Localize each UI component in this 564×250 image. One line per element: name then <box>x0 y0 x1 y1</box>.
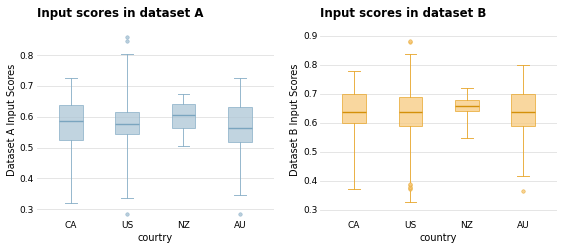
Text: Input scores in dataset A: Input scores in dataset A <box>37 7 204 20</box>
Y-axis label: Dataset A Input Scores: Dataset A Input Scores <box>7 64 17 176</box>
Text: Input scores in dataset B: Input scores in dataset B <box>320 7 487 20</box>
Y-axis label: Dataset B Input Scores: Dataset B Input Scores <box>290 64 301 176</box>
X-axis label: country: country <box>420 233 457 243</box>
PathPatch shape <box>171 104 195 128</box>
PathPatch shape <box>455 100 479 110</box>
PathPatch shape <box>228 108 252 142</box>
PathPatch shape <box>342 94 366 123</box>
PathPatch shape <box>512 94 535 126</box>
X-axis label: courtry: courtry <box>138 233 173 243</box>
PathPatch shape <box>115 112 139 134</box>
PathPatch shape <box>399 97 422 126</box>
PathPatch shape <box>59 105 82 140</box>
